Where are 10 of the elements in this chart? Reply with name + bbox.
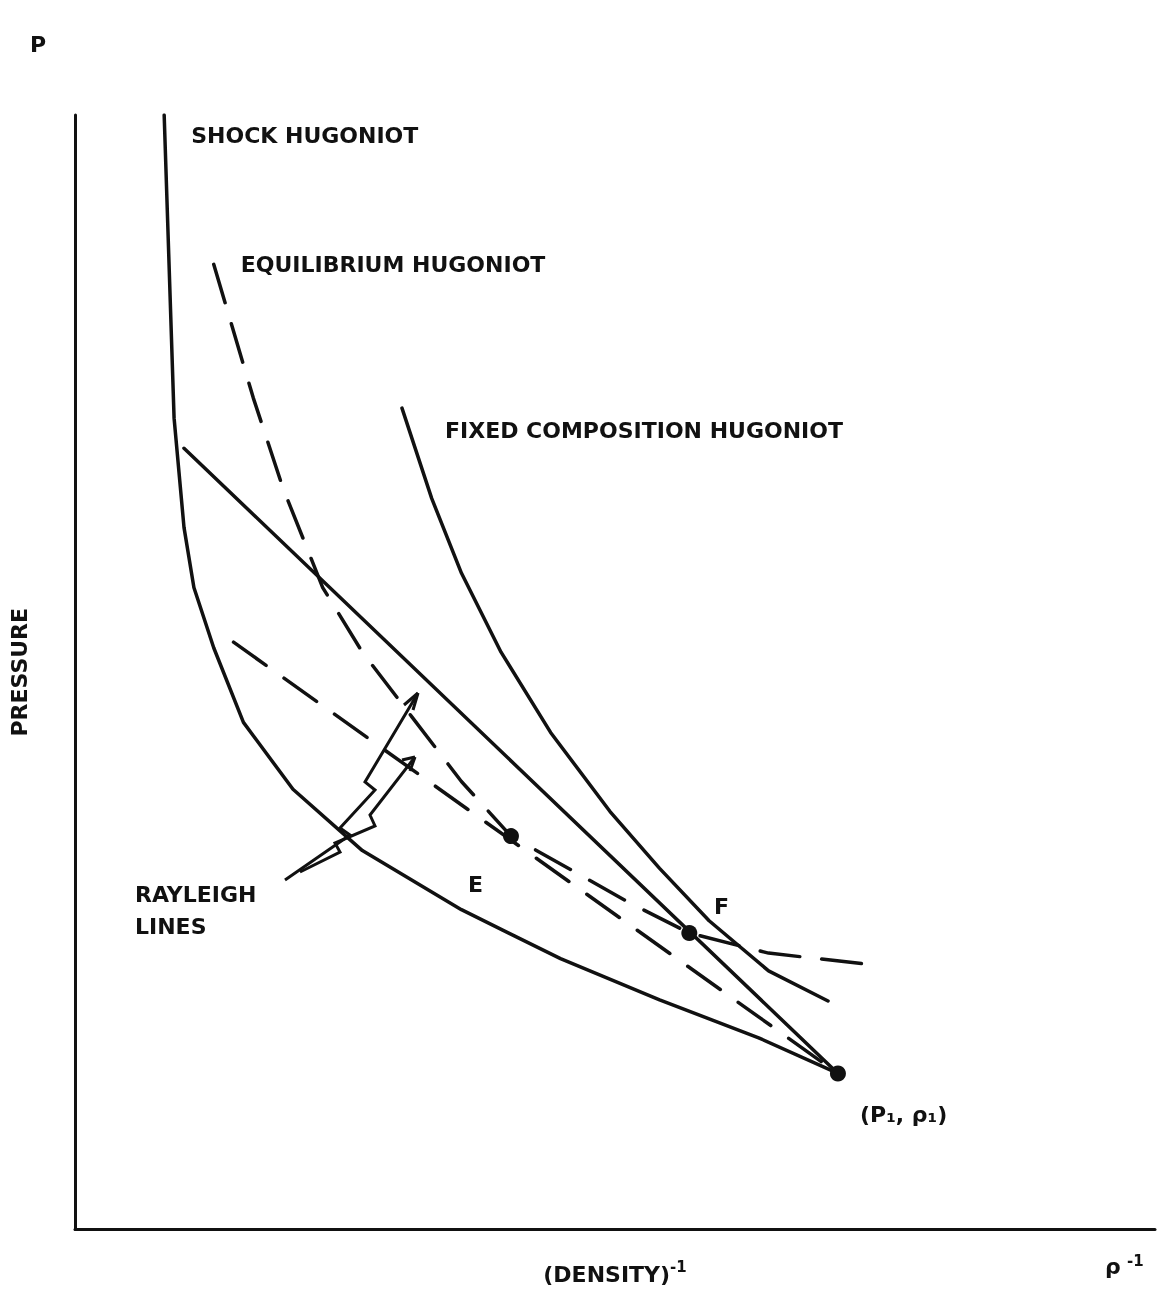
text: P	[30, 31, 47, 57]
series-label: EQUILIBRIUM HUGONIOT	[240, 251, 546, 277]
annotation: (P₁, ρ₁)	[860, 1101, 948, 1127]
series-label: SHOCK HUGONIOT	[191, 122, 419, 148]
y-axis-title: PRESSURE	[6, 607, 32, 737]
annotation: F	[714, 893, 730, 919]
text: ρ-1	[1105, 1251, 1144, 1279]
annotation: RAYLEIGH LINES	[135, 881, 265, 939]
series-label: FIXED COMPOSITION HUGONIOT	[444, 417, 843, 443]
annotation: E	[468, 871, 484, 897]
